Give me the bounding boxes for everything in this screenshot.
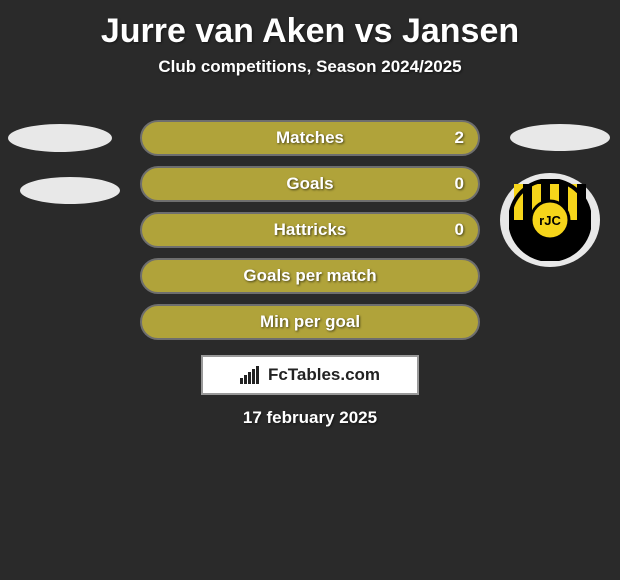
right-player-avatar-oval (510, 124, 610, 151)
stat-value-right: 0 (455, 220, 464, 240)
left-player-avatar-oval-1 (8, 124, 112, 152)
brand-text: FcTables.com (268, 365, 380, 385)
footer-date: 17 february 2025 (0, 408, 620, 428)
stats-bars: Matches 2 Goals 0 Hattricks 0 Goals per … (140, 120, 480, 350)
stat-row-hattricks: Hattricks 0 (140, 212, 480, 248)
club-initials: rJC (539, 213, 561, 228)
page-subtitle: Club competitions, Season 2024/2025 (0, 57, 620, 77)
stat-label: Matches (276, 128, 344, 148)
club-crest-icon: rJC (509, 179, 591, 261)
stat-value-right: 2 (455, 128, 464, 148)
stat-row-goals-per-match: Goals per match (140, 258, 480, 294)
page-title: Jurre van Aken vs Jansen (0, 0, 620, 51)
stat-value-right: 0 (455, 174, 464, 194)
stat-row-min-per-goal: Min per goal (140, 304, 480, 340)
stat-label: Goals per match (243, 266, 376, 286)
stat-label: Min per goal (260, 312, 360, 332)
barchart-icon (240, 366, 262, 384)
brand-watermark: FcTables.com (201, 355, 419, 395)
stat-label: Goals (286, 174, 333, 194)
stat-row-goals: Goals 0 (140, 166, 480, 202)
stat-row-matches: Matches 2 (140, 120, 480, 156)
left-player-avatar-oval-2 (20, 177, 120, 204)
stat-label: Hattricks (274, 220, 347, 240)
right-player-club-badge: rJC (500, 173, 600, 267)
